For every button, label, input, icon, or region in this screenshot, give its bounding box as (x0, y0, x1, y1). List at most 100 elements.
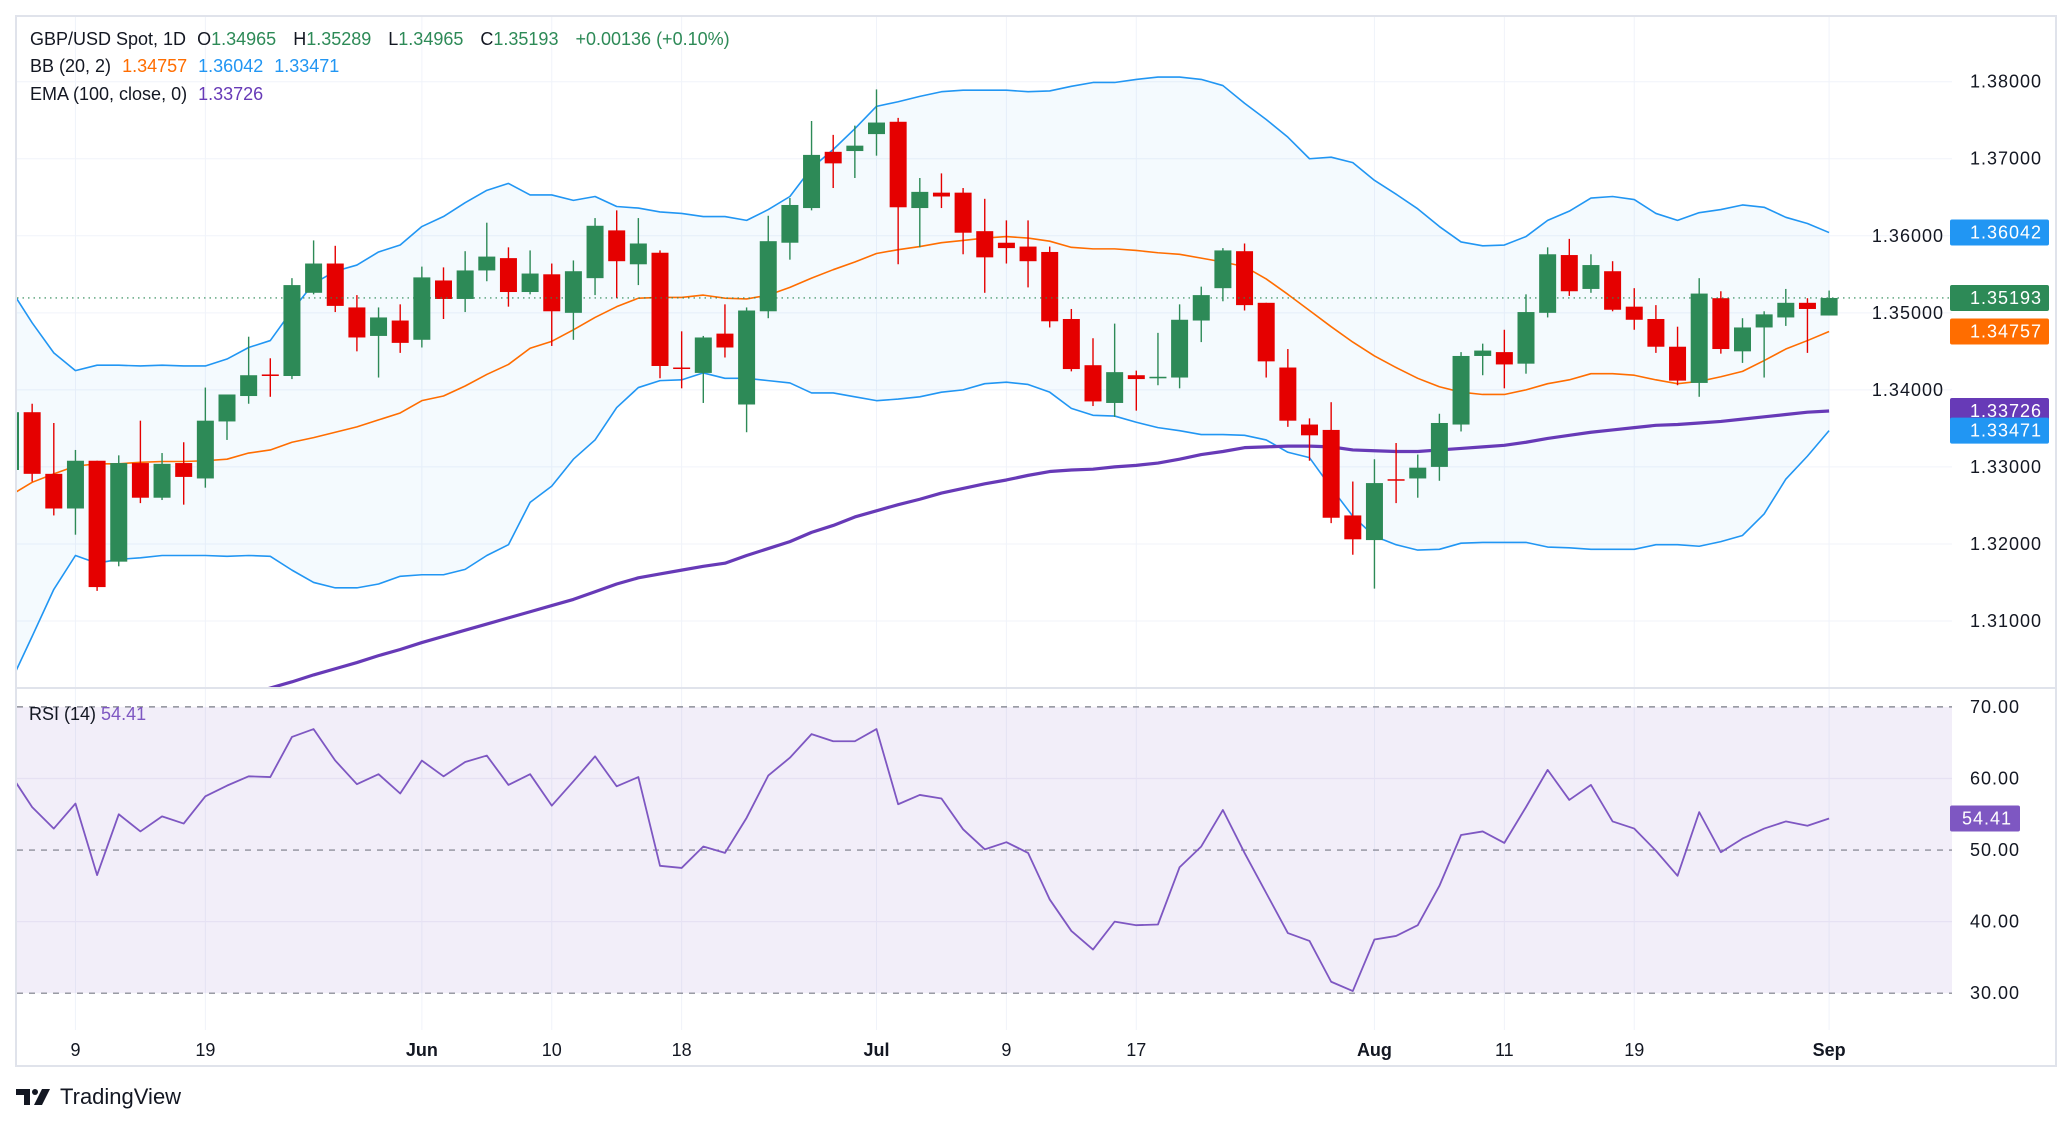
candle[interactable] (45, 422, 63, 516)
candle[interactable] (1625, 288, 1643, 330)
candle[interactable] (153, 453, 171, 501)
candle[interactable] (716, 304, 734, 358)
candle[interactable] (824, 134, 842, 189)
bb-legend[interactable]: BB (20, 2) 1.34757 1.36042 1.33471 (30, 56, 345, 77)
candle[interactable] (1798, 298, 1816, 353)
candle[interactable] (954, 188, 972, 255)
candle[interactable] (66, 449, 84, 535)
candle[interactable] (911, 178, 929, 248)
candle[interactable] (1127, 370, 1145, 411)
candle[interactable] (391, 304, 409, 353)
candle[interactable] (370, 307, 388, 378)
candle[interactable] (131, 420, 149, 504)
candle[interactable] (1517, 294, 1535, 374)
candle[interactable] (2, 401, 19, 474)
candle[interactable] (738, 307, 756, 433)
candle[interactable] (1430, 413, 1448, 481)
candle[interactable] (586, 218, 604, 296)
candle[interactable] (608, 210, 626, 299)
candle[interactable] (932, 173, 950, 209)
candle[interactable] (1365, 459, 1383, 589)
candle[interactable] (1041, 246, 1059, 328)
candle[interactable] (1604, 261, 1622, 312)
candle-body (1647, 318, 1665, 347)
candle[interactable] (521, 250, 539, 295)
candle[interactable] (1149, 332, 1167, 386)
candle[interactable] (1560, 238, 1578, 296)
candle[interactable] (88, 460, 106, 591)
candle[interactable] (1647, 305, 1665, 353)
symbol-title[interactable]: GBP/USD Spot, 1D (30, 29, 187, 49)
price-label-text: 1.34757 (1970, 322, 2042, 342)
candle[interactable] (1539, 247, 1557, 318)
candle[interactable] (1106, 323, 1124, 417)
candle[interactable] (1712, 291, 1730, 354)
candle[interactable] (283, 278, 301, 380)
candle[interactable] (1734, 318, 1751, 363)
candle[interactable] (1690, 278, 1708, 397)
candle[interactable] (23, 403, 41, 482)
candle[interactable] (759, 215, 777, 319)
ema-legend[interactable]: EMA (100, close, 0) 1.33726 (30, 84, 269, 105)
candle[interactable] (1582, 254, 1600, 293)
candle[interactable] (651, 250, 669, 379)
candle[interactable] (673, 331, 691, 389)
candle[interactable] (1214, 248, 1232, 302)
price-pane[interactable] (2, 76, 1952, 748)
candle[interactable] (1257, 302, 1275, 378)
candle[interactable] (175, 442, 193, 505)
candle-body (1019, 246, 1037, 262)
candle[interactable] (499, 247, 517, 307)
candle[interactable] (1777, 288, 1795, 326)
candle-body (629, 243, 647, 265)
candle[interactable] (1322, 402, 1340, 524)
candle[interactable] (1279, 349, 1297, 427)
candle-body (889, 121, 907, 208)
candle[interactable] (478, 222, 496, 282)
candle[interactable] (1495, 329, 1513, 389)
candle[interactable] (305, 240, 323, 295)
candle[interactable] (1452, 352, 1470, 432)
rsi-legend[interactable]: RSI (14) 54.41 (29, 704, 146, 725)
candle[interactable] (976, 198, 994, 293)
candle[interactable] (694, 335, 712, 403)
tradingview-brand[interactable]: TradingView (16, 1084, 181, 1110)
candle[interactable] (1084, 338, 1102, 407)
candle[interactable] (348, 295, 366, 352)
candle[interactable] (1301, 418, 1318, 461)
candle[interactable] (240, 336, 258, 404)
candle[interactable] (1171, 304, 1189, 389)
candle[interactable] (326, 245, 344, 313)
candle[interactable] (1669, 326, 1687, 386)
candle[interactable] (1409, 454, 1427, 498)
candle[interactable] (781, 198, 799, 260)
candle[interactable] (1344, 481, 1362, 555)
candle[interactable] (1755, 311, 1773, 378)
candle[interactable] (889, 117, 907, 265)
candle[interactable] (456, 251, 474, 313)
candle[interactable] (564, 260, 582, 340)
candle[interactable] (435, 267, 452, 319)
candle[interactable] (413, 266, 431, 348)
candle[interactable] (1474, 343, 1492, 376)
grid (17, 17, 1952, 1030)
candle[interactable] (1387, 443, 1405, 504)
candle[interactable] (629, 218, 647, 286)
candle[interactable] (997, 220, 1015, 264)
candle[interactable] (846, 125, 864, 179)
candle[interactable] (110, 455, 128, 567)
candle[interactable] (1019, 220, 1037, 288)
candle[interactable] (1236, 243, 1254, 311)
candle[interactable] (261, 358, 279, 397)
candle[interactable] (803, 121, 821, 211)
candle[interactable] (1820, 290, 1838, 316)
rsi-pane[interactable] (11, 706, 1953, 994)
candle[interactable] (1192, 286, 1210, 343)
candle[interactable] (1062, 308, 1080, 372)
open-value: 1.34965 (211, 29, 277, 49)
candle[interactable] (543, 263, 561, 346)
candle[interactable] (868, 89, 885, 156)
candle[interactable] (196, 387, 214, 488)
candle[interactable] (218, 394, 236, 440)
